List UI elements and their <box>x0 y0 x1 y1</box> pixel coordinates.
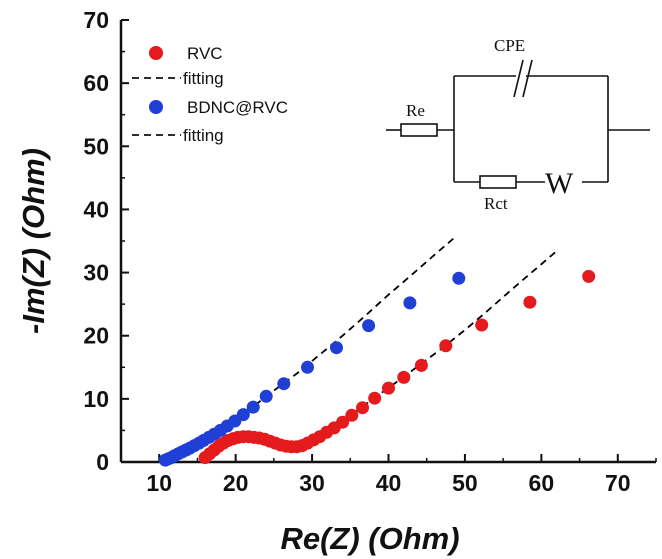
bdnc-rvc-point <box>301 360 314 374</box>
legend: RVC fitting BDNC@RVC fitting <box>132 44 288 145</box>
rvc-point <box>397 370 411 384</box>
re-resistor <box>400 123 438 137</box>
x-tick-label: 10 <box>146 470 172 496</box>
rvc-point <box>414 358 428 372</box>
y-tick-label: 10 <box>83 386 109 412</box>
fitting-line-3 <box>162 237 455 462</box>
legend-label-rvc: RVC <box>187 44 223 63</box>
rvc-point <box>475 318 489 332</box>
y-tick-label: 40 <box>83 196 109 222</box>
rvc-point <box>336 415 350 429</box>
rct-label: Rct <box>484 194 508 213</box>
rvc-point <box>368 391 382 405</box>
bdnc-rvc-point <box>277 377 291 391</box>
rvc-point <box>439 339 453 353</box>
legend-label-fitting-1: fitting <box>183 69 224 88</box>
rvc-point <box>523 295 537 309</box>
rvc-point <box>345 408 359 422</box>
bdnc-rvc-point <box>403 296 417 310</box>
x-tick-label: 60 <box>529 470 555 496</box>
fitting-line-1 <box>200 250 558 461</box>
y-axis-title: -Im(Z) (Ohm) <box>16 148 51 334</box>
x-tick-label: 30 <box>299 470 325 496</box>
bdnc-rvc-point <box>330 341 343 355</box>
x-axis-title: Re(Z) (Ohm) <box>280 521 459 556</box>
rvc-point <box>382 381 395 395</box>
re-label: Re <box>406 101 425 120</box>
y-tick-label: 0 <box>96 449 109 475</box>
tick-marks <box>121 19 657 463</box>
data-points <box>158 269 596 467</box>
bdnc-rvc-point <box>362 319 376 333</box>
legend-label-fitting-2: fitting <box>183 126 224 145</box>
bdnc-rvc-point <box>452 271 466 285</box>
rct-resistor <box>479 175 517 189</box>
legend-label-bdnc: BDNC@RVC <box>187 98 288 117</box>
cpe-label: CPE <box>494 36 525 55</box>
bdnc-rvc-point <box>236 408 250 422</box>
tick-labels: 10 20 30 40 50 60 70 0 10 20 30 40 50 60 70 <box>83 7 630 496</box>
warburg-label: W <box>545 167 574 200</box>
y-tick-label: 30 <box>83 260 109 286</box>
cpe-element <box>513 59 524 98</box>
bdnc-rvc-point <box>259 389 273 403</box>
legend-marker-bdnc <box>149 100 163 114</box>
x-tick-label: 20 <box>223 470 249 496</box>
equivalent-circuit <box>386 59 650 189</box>
rvc-point <box>356 401 369 415</box>
x-tick-label: 40 <box>376 470 402 496</box>
y-tick-label: 20 <box>83 323 109 349</box>
x-tick-label: 50 <box>452 470 478 496</box>
bdnc-rvc-point <box>246 400 260 414</box>
legend-marker-rvc <box>149 46 163 60</box>
rvc-point <box>582 269 596 283</box>
y-tick-label: 50 <box>83 133 109 159</box>
y-tick-label: 70 <box>83 7 109 33</box>
x-tick-label: 70 <box>605 470 631 496</box>
y-tick-label: 60 <box>83 70 109 96</box>
